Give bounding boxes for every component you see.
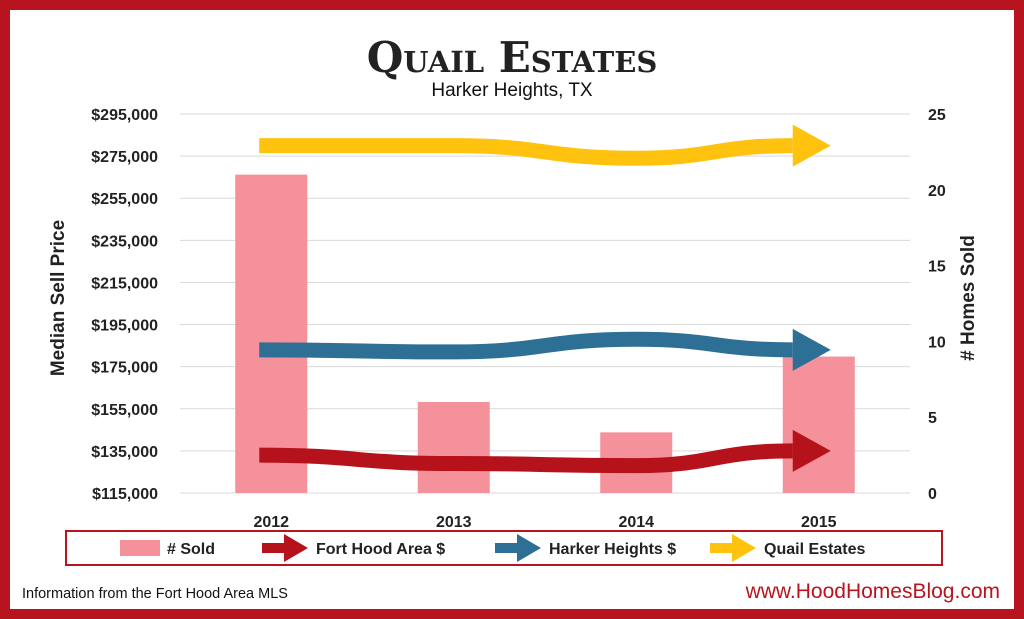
arrows-group xyxy=(259,124,831,474)
bar-sold xyxy=(417,402,490,493)
legend-swatch-sold xyxy=(120,540,160,556)
right-tick-label: 20 xyxy=(928,183,946,200)
bar-sold xyxy=(235,174,308,493)
right-tick-label: 25 xyxy=(928,107,946,124)
legend-label: Quail Estates xyxy=(764,541,865,558)
left-tick-label: $215,000 xyxy=(91,275,158,292)
arrow-head xyxy=(792,429,831,472)
legend-label: Harker Heights $ xyxy=(549,541,676,558)
source-note: Information from the Fort Hood Area MLS xyxy=(22,586,288,602)
y-axis-right-label: # Homes Sold xyxy=(958,235,979,361)
left-tick-label: $275,000 xyxy=(91,149,158,166)
arrow-head xyxy=(792,124,831,167)
x-tick-label: 2014 xyxy=(618,514,654,531)
bar-sold xyxy=(782,356,855,493)
left-tick-label: $135,000 xyxy=(91,444,158,461)
legend: # Sold Fort Hood Area $ Harker Heights $ Qu… xyxy=(120,534,865,562)
x-tick-label: 2015 xyxy=(801,514,837,531)
left-axis-ticks: $295,000 $275,000 $255,000 $235,000 $215,000… xyxy=(91,107,158,503)
legend-arrow-head xyxy=(284,534,308,562)
left-tick-label: $235,000 xyxy=(91,233,158,250)
right-tick-label: 10 xyxy=(928,334,946,351)
right-tick-label: 15 xyxy=(928,259,946,276)
legend-arrow-head xyxy=(732,534,756,562)
legend-arrow-head xyxy=(517,534,541,562)
legend-label: # Sold xyxy=(167,541,215,558)
x-tick-label: 2013 xyxy=(436,514,472,531)
legend-label: Fort Hood Area $ xyxy=(316,541,445,558)
right-axis-ticks: 25 20 15 10 5 0 xyxy=(928,107,946,503)
left-tick-label: $295,000 xyxy=(91,107,158,124)
left-tick-label: $155,000 xyxy=(91,402,158,419)
arrow-line xyxy=(259,138,793,166)
chart-subtitle: Harker Heights, TX xyxy=(431,80,593,101)
inner-panel xyxy=(10,10,1014,609)
left-tick-label: $115,000 xyxy=(92,486,158,503)
left-tick-label: $255,000 xyxy=(91,191,158,208)
left-tick-label: $195,000 xyxy=(91,318,158,335)
arrow-head xyxy=(792,328,831,371)
x-tick-label: 2012 xyxy=(253,514,289,531)
arrow-line xyxy=(259,331,793,360)
left-tick-label: $175,000 xyxy=(91,360,158,377)
right-tick-label: 0 xyxy=(928,486,937,503)
y-axis-left-label: Median Sell Price xyxy=(48,220,69,376)
website-link[interactable]: www.HoodHomesBlog.com xyxy=(745,580,1000,603)
right-tick-label: 5 xyxy=(928,410,937,427)
arrow-line xyxy=(259,443,793,474)
x-axis-ticks: 2012 2013 2014 2015 xyxy=(253,514,836,531)
chart-title: Quail Estates xyxy=(367,33,658,82)
